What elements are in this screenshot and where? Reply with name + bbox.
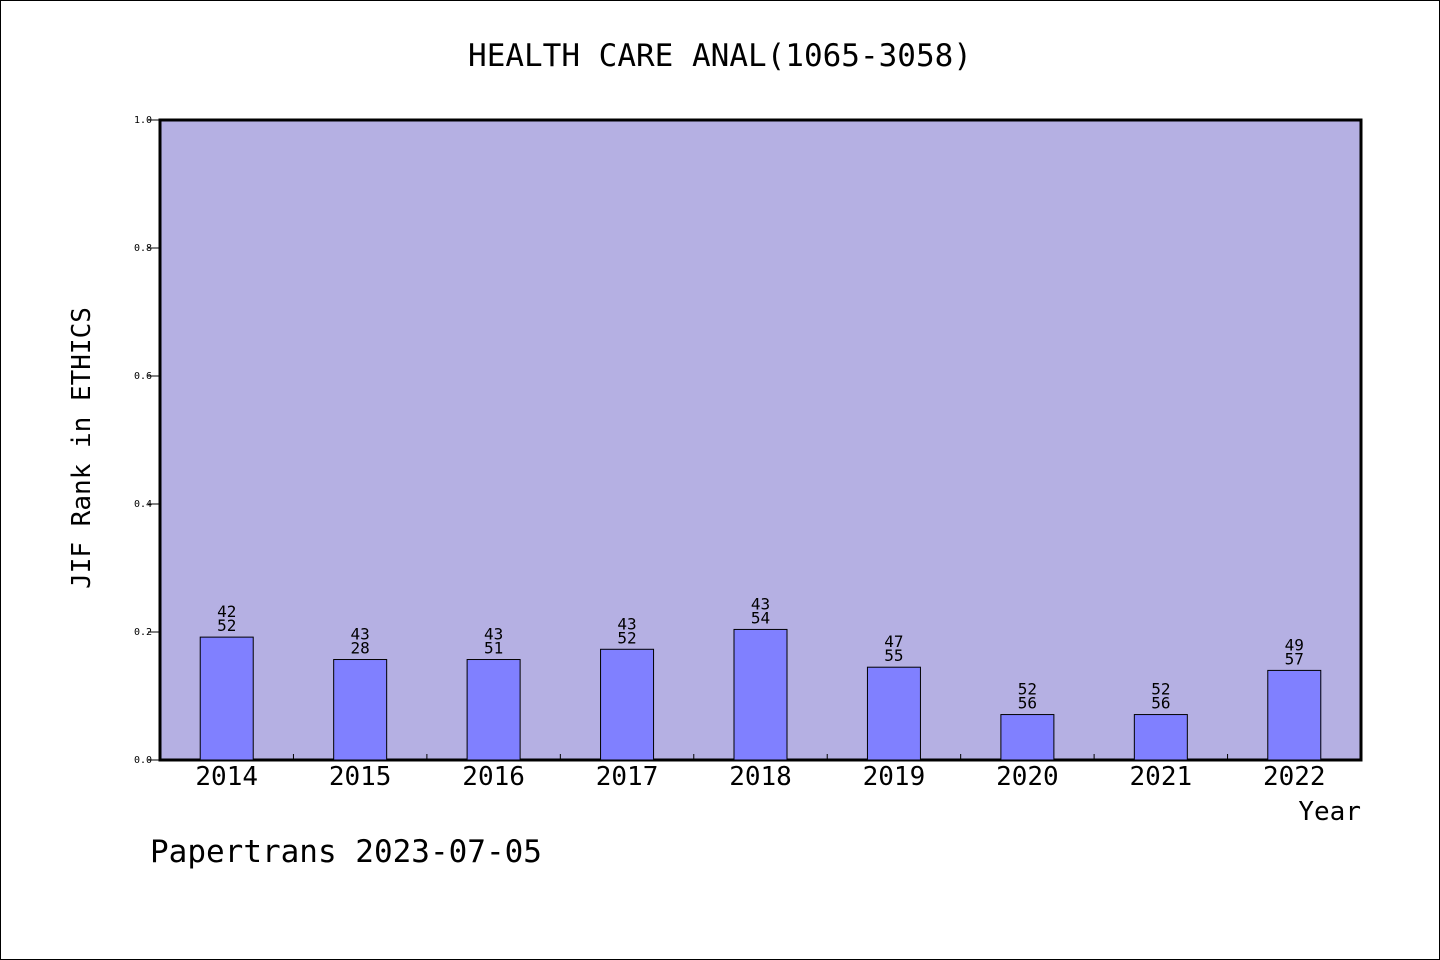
bar-label-total: 54 bbox=[751, 608, 770, 627]
bar-label-total: 57 bbox=[1285, 649, 1304, 668]
x-tick-label: 2018 bbox=[729, 762, 792, 792]
bar-label-rank: 42 bbox=[217, 602, 236, 621]
bar-label-total: 56 bbox=[1018, 694, 1037, 713]
chart-title: HEALTH CARE ANAL(1065-3058) bbox=[468, 38, 972, 74]
bar-label-rank: 43 bbox=[484, 625, 503, 644]
x-tick-label: 2021 bbox=[1130, 762, 1193, 792]
bars-layer bbox=[199, 628, 1322, 761]
x-tick-label: 2016 bbox=[462, 762, 525, 792]
bar-label-total: 51 bbox=[484, 639, 503, 658]
bar-2018 bbox=[733, 628, 788, 761]
bar-2017 bbox=[600, 648, 655, 761]
bar-2019 bbox=[866, 666, 921, 761]
footer-note: Papertrans 2023-07-05 bbox=[150, 834, 542, 870]
bar-label-rank: 52 bbox=[1018, 680, 1037, 699]
y-tick-label: 0.8 bbox=[134, 243, 152, 254]
x-tick-label: 2015 bbox=[329, 762, 392, 792]
bar-2021 bbox=[1133, 714, 1188, 761]
bar-2016 bbox=[466, 659, 521, 761]
bar-2015 bbox=[333, 659, 388, 761]
bar-label-rank: 43 bbox=[751, 594, 770, 613]
bar-label-rank: 52 bbox=[1151, 680, 1170, 699]
bar-2014 bbox=[199, 636, 254, 761]
x-axis-label: Year bbox=[1298, 797, 1361, 827]
y-axis-label: JIF Rank in ETHICS bbox=[67, 307, 97, 589]
x-tick-label: 2019 bbox=[863, 762, 926, 792]
bar-label-rank: 43 bbox=[617, 614, 636, 633]
y-tick-label: 0.0 bbox=[134, 755, 152, 766]
x-axis: 2014 2015 2016 2017 2018 2019 2020 2021 2022 bbox=[195, 754, 1326, 792]
bar-label-total: 52 bbox=[617, 628, 636, 647]
y-tick-label: 1.0 bbox=[134, 115, 152, 126]
bar-label-rank: 49 bbox=[1285, 635, 1304, 654]
x-tick-label: 2017 bbox=[596, 762, 659, 792]
bar-2022 bbox=[1267, 669, 1322, 761]
x-tick-label: 2020 bbox=[996, 762, 1059, 792]
bar-label-total: 56 bbox=[1151, 694, 1170, 713]
bar-label-total: 55 bbox=[884, 646, 903, 665]
y-tick-label: 0.2 bbox=[134, 627, 152, 638]
bar-2020 bbox=[1000, 714, 1055, 761]
y-axis: 0.0 0.2 0.4 0.6 0.8 1.0 bbox=[134, 115, 160, 766]
y-tick-label: 0.4 bbox=[134, 499, 152, 510]
bar-label-rank: 43 bbox=[351, 625, 370, 644]
x-tick-label: 2014 bbox=[195, 762, 258, 792]
bar-label-total: 28 bbox=[351, 639, 370, 658]
y-tick-label: 0.6 bbox=[134, 371, 152, 382]
x-tick-label: 2022 bbox=[1263, 762, 1326, 792]
bar-label-total: 52 bbox=[217, 616, 236, 635]
bar-label-rank: 47 bbox=[884, 632, 903, 651]
